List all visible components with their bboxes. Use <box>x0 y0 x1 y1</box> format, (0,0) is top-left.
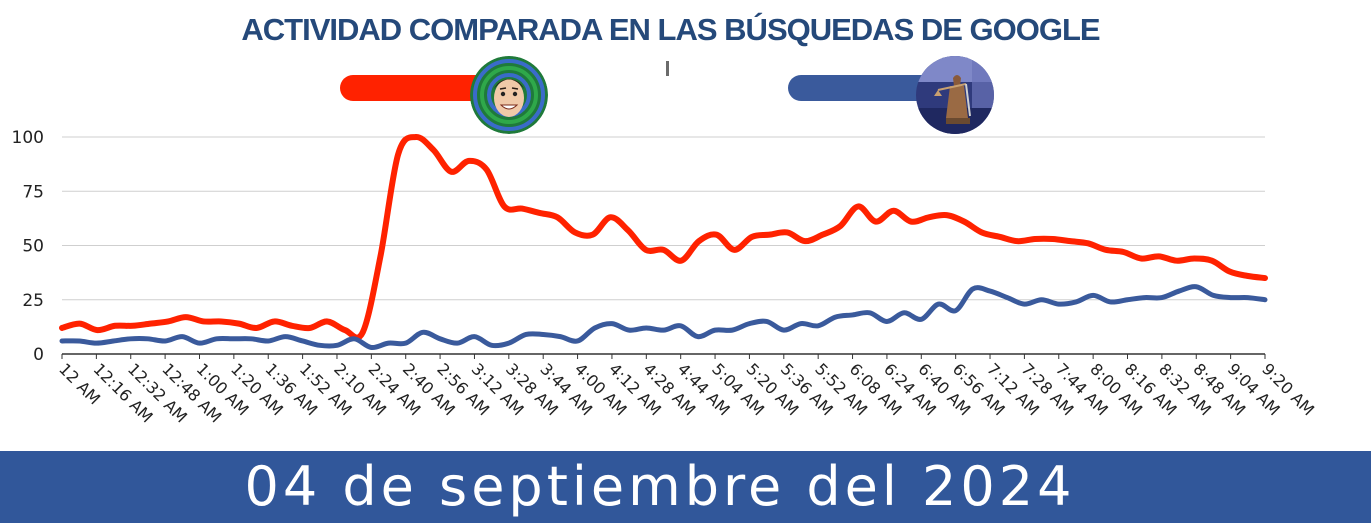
series-line-red <box>59 134 1268 341</box>
date-text: 04 de septiembre del 2024 <box>244 455 1076 518</box>
y-tick-label: 50 <box>22 237 44 257</box>
series-line-blue <box>59 284 1268 351</box>
y-axis: 0 25 50 75 100 <box>12 128 44 365</box>
y-tick-label: 75 <box>22 182 44 202</box>
series-lines <box>59 134 1268 351</box>
chart-title: ACTIVIDAD COMPARADA EN LAS BÚSQUEDAS DE … <box>241 12 1100 47</box>
y-tick-label: 0 <box>33 345 44 365</box>
center-divider <box>666 61 669 76</box>
smiling-man-portrait-icon <box>470 56 548 134</box>
date-banner: 04 de septiembre del 2024 <box>0 451 1371 523</box>
y-tick-label: 25 <box>22 291 44 311</box>
grid-lines <box>62 136 1265 355</box>
y-tick-label: 100 <box>12 128 44 148</box>
